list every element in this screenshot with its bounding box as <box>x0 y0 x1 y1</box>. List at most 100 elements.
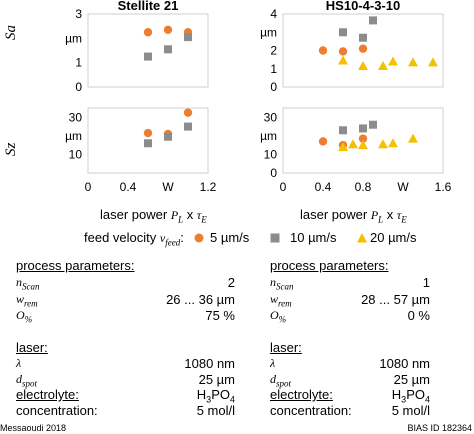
charts-area: Stellite 21 0 1 µm 3 HS10-4-3-10 0 1 2 µm 4 10 µm 30 0… <box>65 0 452 194</box>
point-1-0-1 <box>338 47 348 56</box>
point-1-2-5 <box>428 57 438 67</box>
point-3-2-1 <box>348 139 358 149</box>
right-n-label: nScan <box>270 275 294 292</box>
legend-item-10: 10 µm/s <box>290 230 337 245</box>
x-tick-label-2-3: 1.2 <box>200 180 217 194</box>
x-tick-label-2-0: 0 <box>85 180 92 194</box>
plot-frame-1 <box>282 13 444 88</box>
legend-circle-icon <box>194 233 204 243</box>
left-n-label: nScan <box>16 275 40 292</box>
left-w-label: wrem <box>16 292 38 309</box>
point-1-2-1 <box>358 61 368 71</box>
right-d-value: 25 µm <box>393 372 430 387</box>
left-concentration-label: concentration: <box>16 403 98 418</box>
point-1-0-2 <box>358 44 368 53</box>
point-3-2-3 <box>378 139 388 149</box>
x-tick-label-3-0: 0 <box>280 180 287 194</box>
point-1-0-0 <box>318 46 328 55</box>
point-0-0-0 <box>143 28 153 37</box>
left-w-value: 26 ... 36 µm <box>166 292 235 307</box>
left-process-header: process parameters: <box>16 258 135 273</box>
right-w-value: 28 ... 57 µm <box>361 292 430 307</box>
point-3-2-0 <box>338 142 348 151</box>
y-tick-label-0-2: µm <box>65 31 82 45</box>
right-lambda-label: λ <box>270 356 276 370</box>
x-tick-label-3-1: 0.4 <box>315 180 332 194</box>
point-3-1-2 <box>369 120 377 129</box>
plot-frame-2 <box>87 107 209 174</box>
y-tick-label-1-1: 1 <box>270 62 277 76</box>
y-tick-label-3-1: 10 <box>264 147 278 161</box>
right-d-label: dspot <box>270 372 292 389</box>
point-3-1-1 <box>359 124 367 133</box>
point-2-0-0 <box>143 128 153 138</box>
chart-title-0: Stellite 21 <box>118 0 179 13</box>
left-o-value: 75 % <box>205 308 235 323</box>
left-lambda-value: 1080 nm <box>184 356 235 371</box>
point-0-0-1 <box>163 25 173 35</box>
left-o-label: O% <box>16 308 33 325</box>
x-tick-label-3-4: 1.6 <box>435 180 452 194</box>
point-3-0-0 <box>318 137 328 146</box>
point-0-1-0 <box>144 52 152 61</box>
y-tick-label-2-1: µm <box>65 129 82 143</box>
y-tick-label-0-0: 0 <box>75 80 82 94</box>
point-3-2-4 <box>388 138 398 148</box>
x-axis-label-left: laser power PL x τE <box>100 207 207 225</box>
y-tick-label-3-0: 0 <box>270 166 277 180</box>
right-w-label: wrem <box>270 292 292 309</box>
right-concentration-value: 5 mol/l <box>391 403 430 418</box>
y-tick-label-1-4: 4 <box>270 7 277 21</box>
legend-title: feed velocity vfeed: <box>84 230 184 248</box>
point-1-1-1 <box>359 33 367 42</box>
y-label-sz: Sz <box>3 142 19 156</box>
right-concentration-label: concentration: <box>270 403 352 418</box>
left-electrolyte-label: electrolyte: <box>16 387 79 402</box>
y-tick-label-2-2: 30 <box>69 110 83 124</box>
left-laser-header: laser: <box>16 340 48 355</box>
x-tick-label-3-2: 0.8 <box>355 180 372 194</box>
point-1-1-2 <box>369 16 377 25</box>
point-3-1-0 <box>339 126 347 135</box>
y-label-sa: Sa <box>3 25 19 40</box>
y-tick-label-2-0: 10 <box>69 147 83 161</box>
x-axis-label-right: laser power PL x τE <box>300 207 407 225</box>
right-o-label: O% <box>270 308 287 325</box>
point-1-2-0 <box>338 55 348 65</box>
legend-square-icon <box>270 233 280 243</box>
y-tick-label-0-3: 3 <box>75 7 82 21</box>
x-tick-label-2-1: 0.4 <box>120 180 137 194</box>
chart-title-1: HS10-4-3-10 <box>326 0 400 13</box>
right-o-value: 0 % <box>407 308 430 323</box>
point-1-1-0 <box>339 28 347 37</box>
point-1-2-4 <box>408 57 418 67</box>
point-3-0-2 <box>358 134 368 143</box>
point-2-1-0 <box>144 139 152 148</box>
point-2-1-2 <box>184 122 192 131</box>
legend-item-20: 20 µm/s <box>370 230 417 245</box>
right-electrolyte-value: H3PO4 <box>391 387 430 405</box>
left-lambda-label: λ <box>16 356 22 370</box>
x-tick-label-2-2: W <box>162 180 174 194</box>
point-2-0-2 <box>183 108 193 117</box>
left-electrolyte-value: H3PO4 <box>196 387 235 405</box>
point-1-2-2 <box>378 61 388 71</box>
right-lambda-value: 1080 nm <box>379 356 430 371</box>
point-1-2-3 <box>388 56 398 66</box>
point-0-1-1 <box>164 45 172 54</box>
right-electrolyte-label: electrolyte: <box>270 387 333 402</box>
y-tick-label-1-3: µm <box>260 25 277 39</box>
left-n-value: 2 <box>227 275 235 290</box>
footer-right: BIAS ID 182364 <box>407 423 472 433</box>
right-process-header: process parameters: <box>270 258 389 273</box>
point-0-1-2 <box>184 33 192 42</box>
legend-triangle-icon <box>357 233 367 243</box>
left-d-value: 25 µm <box>198 372 235 387</box>
left-concentration-value: 5 mol/l <box>196 403 235 418</box>
y-tick-label-1-2: 2 <box>270 44 277 58</box>
footer-left: Messaoudi 2018 <box>0 423 67 433</box>
point-3-2-2 <box>358 140 368 150</box>
x-tick-label-3-3: W <box>397 180 409 194</box>
plot-frame-0 <box>87 13 209 88</box>
point-3-2-5 <box>408 133 418 143</box>
